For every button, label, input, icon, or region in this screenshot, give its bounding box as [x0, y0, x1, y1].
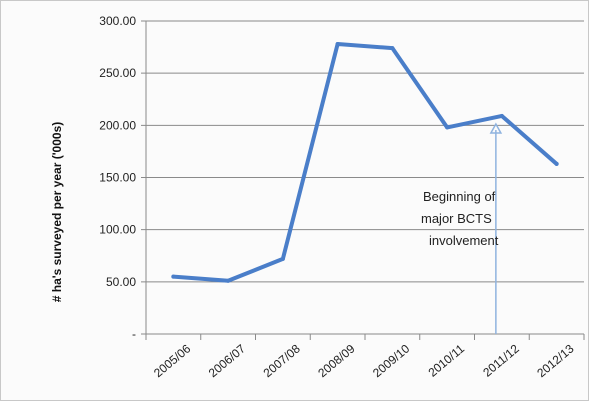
x-axis-ticks: 2005/06 2006/07 2007/08 2008/09 2009/10 2010/…: [145, 334, 585, 380]
data-point: [335, 41, 340, 46]
x-tick-label: 2010/11: [425, 341, 467, 379]
data-point: [226, 278, 231, 283]
data-point: [171, 274, 176, 279]
grid-lines: [141, 20, 584, 339]
y-tick-label: 250.00: [99, 66, 136, 80]
y-axis-label: # ha's surveyed per year ('000s): [50, 122, 64, 302]
x-tick-label: 2009/10: [370, 341, 412, 380]
x-tick-label: 2008/09: [315, 341, 357, 380]
annotation-arrow-head: [489, 122, 503, 134]
annotation-line-3: involvement: [429, 233, 499, 248]
data-point: [499, 113, 504, 118]
annotation: Beginning of major BCTS involvement: [421, 122, 503, 334]
data-point: [280, 256, 285, 261]
series-group: [171, 41, 559, 283]
data-point: [445, 125, 450, 130]
x-tick-label: 2011/12: [480, 341, 522, 379]
annotation-line-1: Beginning of: [423, 189, 496, 204]
x-tick-label: 2005/06: [151, 341, 193, 380]
data-point: [554, 161, 559, 166]
y-tick-label: 50.00: [106, 275, 136, 289]
y-tick-label: 150.00: [99, 171, 136, 185]
y-axis-ticks: - 50.00 100.00 150.00 200.00 250.00 300.00: [99, 14, 136, 341]
x-tick-label: 2007/08: [261, 341, 303, 380]
y-tick-label: 100.00: [99, 223, 136, 237]
x-tick-label: 2006/07: [206, 341, 248, 380]
y-tick-label: 300.00: [99, 14, 136, 28]
y-tick-label: -: [132, 327, 136, 341]
data-point: [390, 46, 395, 51]
annotation-line-2: major BCTS: [421, 211, 492, 226]
x-tick-label: 2012/13: [534, 341, 576, 380]
series-line: [171, 41, 559, 283]
y-tick-label: 200.00: [99, 118, 136, 132]
